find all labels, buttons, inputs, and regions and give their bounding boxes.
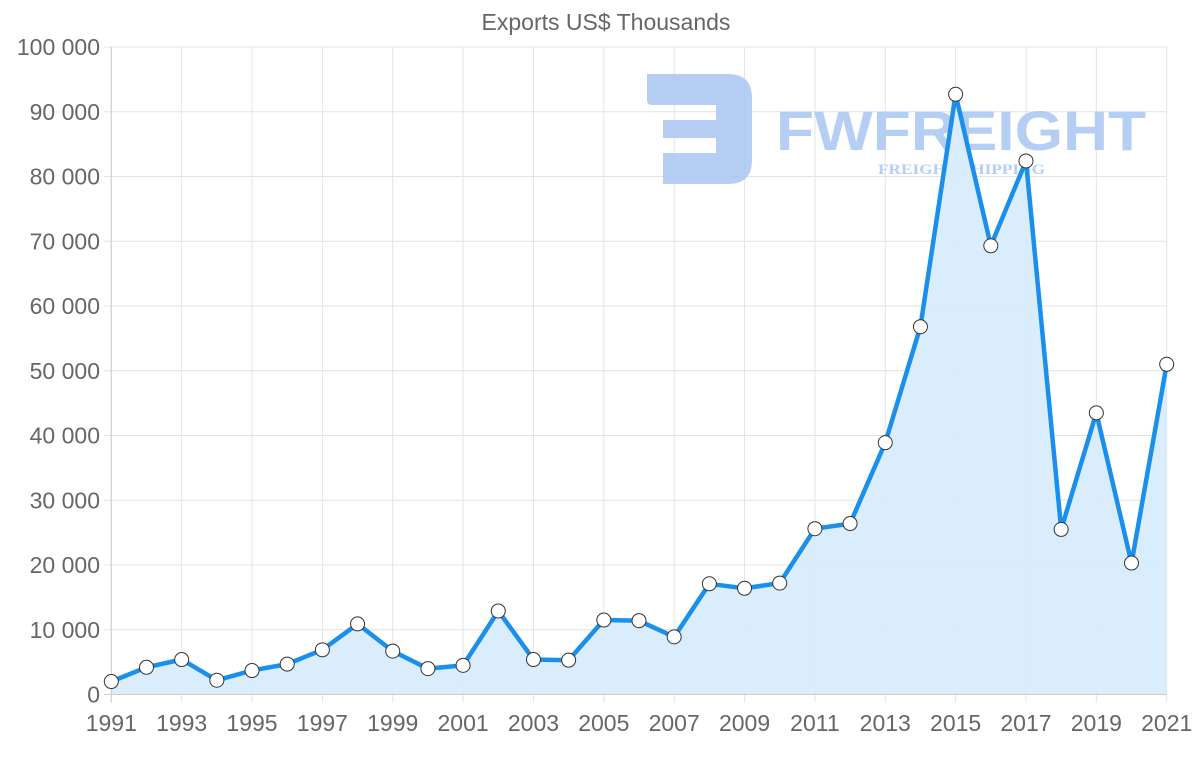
data-point-marker[interactable]: 2006: 11400	[631, 613, 647, 629]
x-tick-label: 1995	[226, 710, 277, 736]
y-tick-label: 50 000	[30, 358, 100, 384]
x-tick-label: 1999	[367, 710, 418, 736]
data-point-marker[interactable]: 1999: 6700	[385, 643, 401, 659]
data-point-marker[interactable]: 2003: 5400	[525, 652, 541, 668]
x-tick-label: 2017	[1000, 710, 1051, 736]
data-point-marker[interactable]: 2001: 4500	[455, 657, 471, 673]
data-point-marker[interactable]: 2012: 26400	[842, 516, 858, 532]
y-tick-label: 100 000	[17, 34, 100, 60]
data-point-marker[interactable]: 2013: 38900	[877, 435, 893, 451]
data-point-marker[interactable]: 2002: 12900	[490, 603, 506, 619]
y-tick-label: 20 000	[30, 552, 100, 578]
data-point-marker[interactable]: 1995: 3700	[244, 663, 260, 679]
y-tick-label: 60 000	[30, 293, 100, 319]
data-point-marker[interactable]: 2021: 51000	[1159, 356, 1175, 372]
data-point-marker[interactable]: 1998: 10900	[350, 616, 366, 632]
chart-title: Exports US$ Thousands	[482, 9, 731, 35]
x-tick-label: 1997	[297, 710, 348, 736]
area-fill	[111, 94, 1167, 695]
x-axis-labels: 1991 1993 1995 1997 1999 2001 2003 2005 2007 2009…	[86, 710, 1193, 736]
y-tick-label: 80 000	[30, 164, 100, 190]
data-point-marker[interactable]: 2004: 5300	[561, 652, 577, 668]
x-tick-label: 1993	[156, 710, 207, 736]
x-tick-label: 2005	[578, 710, 629, 736]
data-point-marker[interactable]: 2017: 82400	[1018, 153, 1034, 169]
brand-logo-icon	[647, 74, 752, 184]
area-fill-path	[111, 94, 1167, 695]
x-tick-label: 2013	[860, 710, 911, 736]
x-tick-label: 2021	[1141, 710, 1192, 736]
x-tick-label: 2009	[719, 710, 770, 736]
y-tick-label: 90 000	[30, 99, 100, 125]
data-point-marker[interactable]: 2008: 17100	[701, 576, 717, 592]
data-point-marker[interactable]: 2009: 16400	[737, 580, 753, 596]
data-point-marker[interactable]: 2019: 43500	[1088, 405, 1104, 421]
y-tick-label: 0	[87, 682, 100, 708]
axes	[104, 47, 1167, 703]
data-point-marker[interactable]: 1993: 5400	[174, 652, 190, 668]
data-point-marker[interactable]: 1996: 4700	[279, 656, 295, 672]
data-point-marker[interactable]: 1994: 2200	[209, 672, 225, 688]
data-point-marker[interactable]: 2005: 11500	[596, 612, 612, 628]
y-tick-label: 70 000	[30, 228, 100, 254]
x-tick-label: 2003	[508, 710, 559, 736]
data-point-marker[interactable]: 2011: 25600	[807, 521, 823, 537]
data-point-marker[interactable]: 2010: 17200	[772, 575, 788, 591]
x-tick-label: 2015	[930, 710, 981, 736]
watermark: FWFREIGHT FREIGHT SHIPPING	[647, 74, 1146, 184]
y-tick-label: 30 000	[30, 487, 100, 513]
data-point-marker[interactable]: 2016: 69300	[983, 238, 999, 254]
x-tick-label: 2001	[438, 710, 489, 736]
data-point-marker[interactable]: 2018: 25500	[1053, 521, 1069, 537]
y-tick-label: 10 000	[30, 617, 100, 643]
data-point-marker[interactable]: 2015: 92700	[948, 86, 964, 102]
data-point-marker[interactable]: 2020: 20300	[1124, 555, 1140, 571]
x-tick-label: 2011	[790, 710, 839, 736]
x-tick-label: 1991	[86, 710, 137, 736]
x-tick-label: 2007	[649, 710, 700, 736]
data-point-marker[interactable]: 1992: 4200	[138, 659, 154, 675]
data-point-marker[interactable]: 2007: 8900	[666, 629, 682, 645]
y-axis-labels: 0 10 000 20 000 30 000 40 000 50 000 60 000 70 …	[17, 34, 100, 708]
y-tick-label: 40 000	[30, 423, 100, 449]
data-point-marker[interactable]: 2014: 56800	[912, 319, 928, 335]
x-tick-label: 2019	[1071, 710, 1122, 736]
data-point-marker[interactable]: 1997: 6900	[314, 642, 330, 658]
